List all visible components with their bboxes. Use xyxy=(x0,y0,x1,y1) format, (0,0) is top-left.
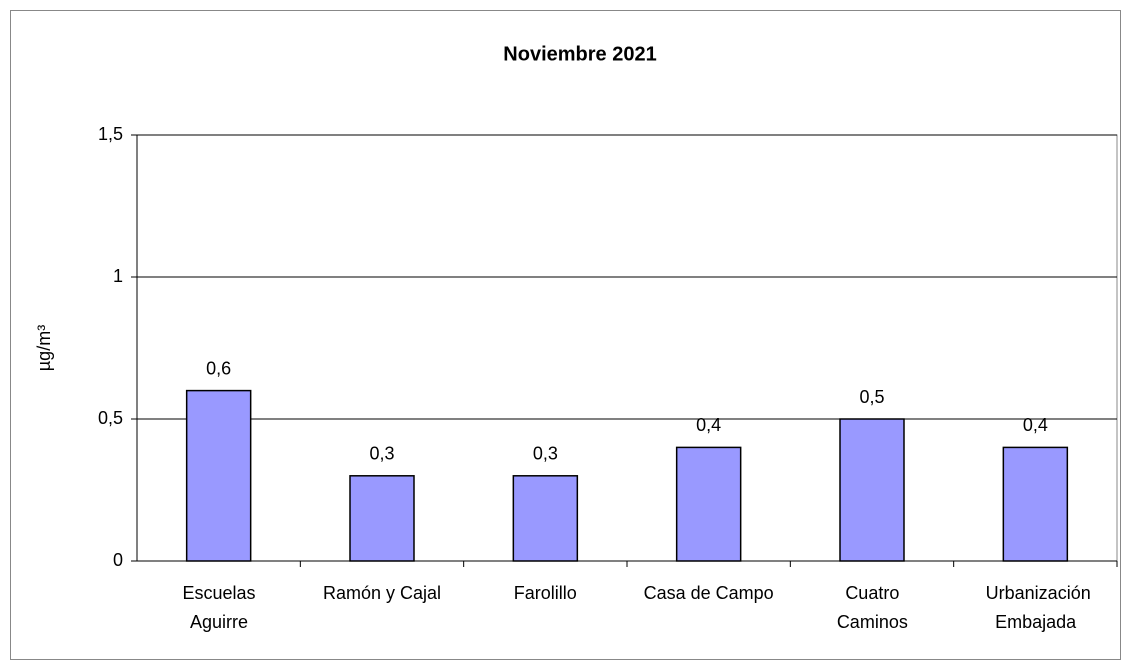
bar xyxy=(1002,446,1069,562)
x-tick-label: Urbanización Embajada xyxy=(985,583,1091,632)
chart-title: Noviembre 2021 xyxy=(503,43,656,65)
y-tick-label: 1 xyxy=(113,266,123,286)
bar xyxy=(185,389,252,562)
bar xyxy=(675,446,742,562)
x-tick-label: Casa de Campo xyxy=(643,583,774,603)
plot-area xyxy=(136,134,1118,562)
y-tick-label: 0,5 xyxy=(98,408,123,428)
value-label: 0,4 xyxy=(696,415,721,435)
value-label: 0,5 xyxy=(859,387,884,407)
bar xyxy=(349,475,415,562)
x-tick-label: Escuelas Aguirre xyxy=(182,583,256,632)
y-tick-label: 0 xyxy=(113,550,123,570)
bar xyxy=(512,475,579,562)
value-label: 0,6 xyxy=(206,358,231,378)
bar xyxy=(839,418,905,562)
x-tick-label: Cuatro Caminos xyxy=(836,583,908,632)
y-axis-label: µg/m³ xyxy=(34,325,54,371)
value-label: 0,4 xyxy=(1023,415,1048,435)
value-label: 0,3 xyxy=(369,444,394,464)
y-tick-label: 1,5 xyxy=(98,124,123,144)
x-tick-label: Farolillo xyxy=(513,583,577,603)
x-tick-label: Ramón y Cajal xyxy=(322,583,442,603)
value-label: 0,3 xyxy=(533,444,558,464)
